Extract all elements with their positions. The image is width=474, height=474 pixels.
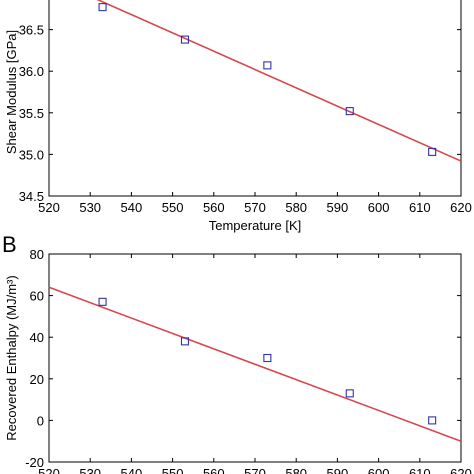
panel-letter: B bbox=[2, 232, 17, 257]
x-tick-label: 580 bbox=[285, 200, 307, 215]
y-tick-label: 60 bbox=[30, 289, 44, 304]
x-tick-label: 520 bbox=[38, 200, 60, 215]
data-point bbox=[180, 35, 190, 44]
x-tick-label: 590 bbox=[327, 200, 349, 215]
x-tick-label: 600 bbox=[368, 466, 390, 474]
plot-area-frame bbox=[48, 0, 462, 197]
fit-line bbox=[96, 0, 462, 162]
x-tick-label: 520 bbox=[38, 466, 60, 474]
data-point bbox=[180, 337, 190, 346]
y-tick-label: 35.0 bbox=[19, 147, 44, 162]
data-point bbox=[98, 3, 107, 12]
data-point bbox=[428, 147, 437, 156]
x-tick-label: 620 bbox=[450, 200, 472, 215]
fit-line bbox=[48, 286, 462, 442]
x-tick-label: 570 bbox=[244, 200, 266, 215]
y-tick-label: -20 bbox=[25, 455, 44, 470]
x-tick-label: 540 bbox=[121, 200, 143, 215]
data-point bbox=[345, 389, 354, 398]
y-tick-label: 36.0 bbox=[19, 64, 44, 79]
x-tick-label: 610 bbox=[409, 466, 431, 474]
data-point bbox=[263, 61, 272, 70]
plot-area-frame bbox=[48, 253, 462, 463]
y-tick-label: 40 bbox=[30, 330, 44, 345]
y-axis-label: Recovered Enthalpy (MJ/m³) bbox=[4, 275, 19, 440]
x-axis-label: Temperature [K] bbox=[209, 218, 302, 233]
y-tick-label: 36.5 bbox=[19, 23, 44, 38]
y-tick-label: 80 bbox=[30, 247, 44, 262]
x-tick-label: 550 bbox=[162, 466, 184, 474]
data-point bbox=[98, 297, 107, 306]
x-tick-label: 550 bbox=[162, 200, 184, 215]
x-tick-label: 560 bbox=[203, 466, 225, 474]
x-tick-label: 580 bbox=[285, 466, 307, 474]
y-tick-label: 34.5 bbox=[19, 189, 44, 204]
x-tick-label: 570 bbox=[244, 466, 266, 474]
data-point bbox=[263, 353, 272, 363]
x-tick-label: 600 bbox=[368, 200, 390, 215]
x-tick-label: 590 bbox=[327, 466, 349, 474]
x-tick-label: 620 bbox=[450, 466, 472, 474]
x-tick-label: 530 bbox=[79, 200, 101, 215]
data-point bbox=[428, 416, 437, 425]
x-tick-label: 540 bbox=[121, 466, 143, 474]
y-tick-label: 0 bbox=[37, 413, 44, 428]
chart-panel-2: 520 530 540 550 560 570 580 590 600 610 620 -20 0 20 4… bbox=[2, 232, 472, 474]
x-tick-label: 610 bbox=[409, 200, 431, 215]
data-point bbox=[345, 107, 354, 116]
y-axis-label: Shear Modulus [GPa] bbox=[4, 30, 19, 154]
x-tick-label: 560 bbox=[203, 200, 225, 215]
y-tick-label: 35.5 bbox=[19, 106, 44, 121]
chart-panel-1: 520 530 540 550 560 570 580 590 600 610 620 34.5 35.… bbox=[4, 0, 472, 233]
y-tick-label: 20 bbox=[30, 372, 44, 387]
x-tick-label: 530 bbox=[79, 466, 101, 474]
